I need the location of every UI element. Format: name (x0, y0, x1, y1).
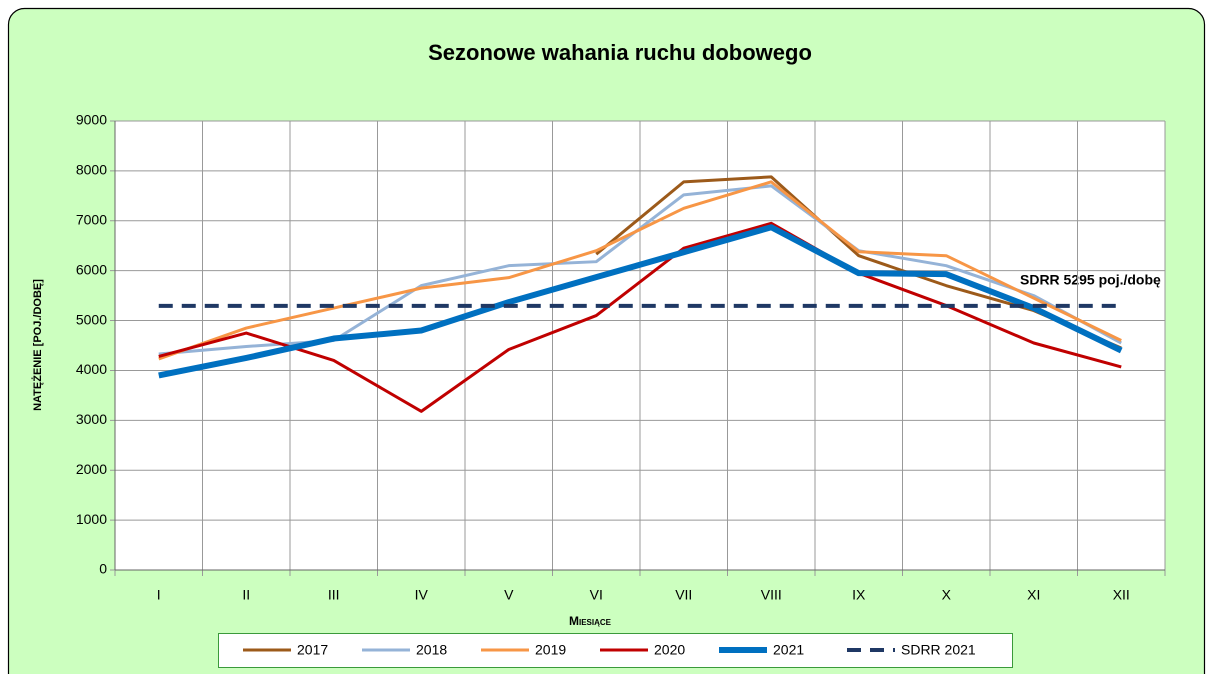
legend-label: 2017 (297, 642, 328, 658)
legend-label: 2019 (535, 642, 566, 658)
y-tick-label: 9000 (76, 112, 107, 128)
x-tick-label: VI (590, 587, 603, 603)
y-tick-label: 5000 (76, 311, 107, 327)
series-line (158, 180, 1122, 361)
x-tick-label: I (157, 587, 161, 603)
x-tick-label: II (242, 587, 250, 603)
x-tick-label: IV (415, 587, 429, 603)
x-tick-label: III (328, 587, 340, 603)
y-tick-label: 2000 (76, 461, 107, 477)
y-tick-label: 1000 (76, 511, 107, 527)
legend-label: 2020 (654, 642, 685, 658)
x-tick-label: VII (675, 587, 692, 603)
legend-label: 2018 (416, 642, 447, 658)
x-tick-label: VIII (761, 587, 782, 603)
y-tick-label: 4000 (76, 361, 107, 377)
chart-title: Sezonowe wahania ruchu dobowego (428, 40, 812, 65)
y-tick-label: 7000 (76, 211, 107, 227)
x-tick-label: XII (1113, 587, 1130, 603)
legend-label: SDRR 2021 (901, 642, 976, 658)
x-tick-label: IX (852, 587, 866, 603)
y-tick-label: 6000 (76, 261, 107, 277)
x-tick-label: V (504, 587, 514, 603)
legend-label: 2021 (773, 642, 804, 658)
annotation: SDRR 5295 poj./dobę (1020, 272, 1161, 288)
y-axis-title: natężenie [poj./dobę] (31, 279, 44, 411)
x-tick-label: XI (1027, 587, 1040, 603)
y-tick-label: 0 (99, 561, 107, 577)
series-line (158, 221, 1122, 413)
series-line (158, 224, 1123, 379)
y-tick-label: 8000 (76, 162, 107, 178)
y-tick-label: 3000 (76, 411, 107, 427)
x-tick-label: X (942, 587, 952, 603)
x-axis-title: Miesiące (569, 614, 612, 628)
